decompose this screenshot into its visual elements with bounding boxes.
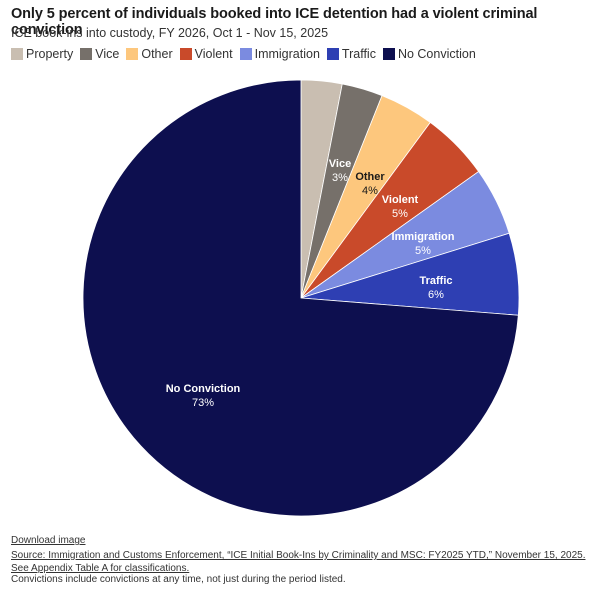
- slice-value-label: 5%: [392, 208, 408, 220]
- slice-label: Violent: [382, 194, 419, 206]
- slice-label: Vice: [329, 158, 351, 170]
- legend-label: No Conviction: [397, 47, 476, 61]
- slice-value-label: 6%: [428, 289, 444, 301]
- slice-value-label: 4%: [362, 185, 378, 197]
- source-link-text[interactable]: Source: Immigration and Customs Enforcem…: [11, 550, 586, 574]
- slice-value-label: 3%: [332, 172, 348, 184]
- chart-subtitle: ICE book-ins into custody, FY 2026, Oct …: [11, 26, 329, 40]
- legend-swatch: [239, 48, 252, 60]
- chart-title: Only 5 percent of individuals booked int…: [11, 6, 538, 38]
- slice-label: Immigration: [392, 231, 455, 243]
- slice-value-label: 5%: [415, 245, 431, 257]
- legend-swatch: [326, 48, 339, 60]
- legend-swatch: [382, 48, 395, 60]
- footnote: Convictions include convictions at any t…: [11, 574, 346, 585]
- slice-label: No Conviction: [166, 383, 241, 395]
- legend-item-violent: Violent: [179, 47, 233, 61]
- legend-item-no-conviction: No Conviction: [382, 47, 476, 61]
- pie-slice-no-conviction: [82, 79, 519, 517]
- pie-chart: Vice 3% Other 4% Violent 5% Immigration 5% Traff…: [82, 79, 520, 517]
- legend-label: Vice: [95, 47, 120, 61]
- legend-label: Violent: [194, 47, 233, 61]
- legend-swatch: [126, 48, 139, 60]
- legend-item-immigration: Immigration: [239, 47, 320, 61]
- source-link[interactable]: Source: Immigration and Customs Enforcem…: [11, 549, 591, 575]
- slice-value-label: 73%: [192, 397, 214, 409]
- legend-swatch: [11, 48, 23, 60]
- legend-item-property: Property: [11, 47, 73, 61]
- legend-item-other: Other: [126, 47, 173, 61]
- legend-swatch: [80, 48, 93, 60]
- legend-item-traffic: Traffic: [326, 47, 376, 61]
- legend-swatch: [179, 48, 192, 60]
- download-link-text[interactable]: Download image: [11, 535, 86, 546]
- legend: Property Vice Other Violent Immigration Traff…: [11, 47, 483, 61]
- legend-item-vice: Vice: [80, 47, 119, 61]
- legend-label: Other: [141, 47, 173, 61]
- legend-label: Immigration: [254, 47, 320, 61]
- legend-label: Traffic: [341, 47, 376, 61]
- slice-label: Other: [355, 171, 385, 183]
- download-image-link[interactable]: Download image: [11, 535, 86, 546]
- slice-label: Traffic: [419, 275, 452, 287]
- legend-label: Property: [26, 47, 74, 61]
